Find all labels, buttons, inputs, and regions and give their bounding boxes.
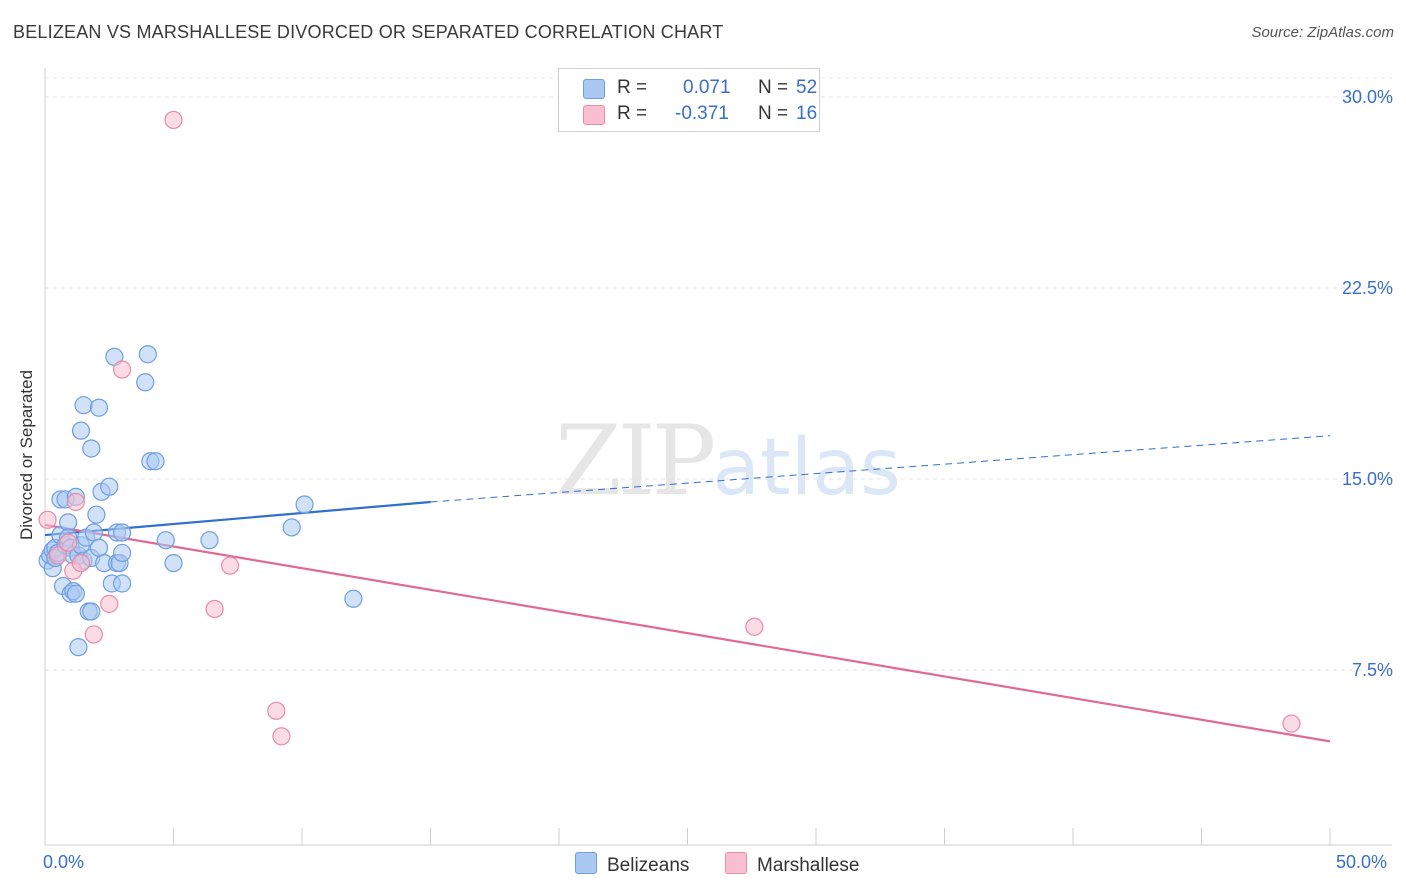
y-axis-title: Divorced or Separated (17, 369, 36, 541)
legend-swatch-marshallese (583, 105, 605, 125)
legend-n-label: N = (758, 103, 789, 124)
point-marshallese (38, 510, 57, 529)
y-tick-label: 22.5% (1341, 278, 1393, 298)
x-tick-label-max: 50.0% (1336, 852, 1388, 872)
y-tick-label: 7.5% (1351, 660, 1393, 680)
legend-n-value: 52 (796, 77, 818, 98)
point-belizeans (112, 523, 132, 542)
point-belizeans (146, 452, 165, 471)
point-marshallese (267, 701, 286, 720)
y-tick-label: 30.0% (1341, 87, 1393, 107)
trend-lines (44, 435, 1331, 743)
point-belizeans (59, 513, 78, 532)
point-marshallese (164, 110, 183, 130)
point-belizeans (84, 523, 103, 542)
legend-r-label: R = (617, 103, 648, 124)
point-marshallese (100, 594, 119, 613)
correlation-legend: R = 0.071 N = 52 R = -0.371 N = 16 (558, 68, 820, 132)
bottom-legend-swatch-marshallese (725, 852, 747, 874)
gridlines (45, 77, 1392, 671)
point-belizeans (66, 584, 85, 603)
watermark: ZIPatlas (555, 405, 901, 517)
point-marshallese (745, 617, 764, 636)
point-marshallese (59, 533, 78, 552)
point-marshallese (272, 727, 291, 746)
point-belizeans (200, 531, 219, 550)
chart-title: BELIZEAN VS MARSHALLESE DIVORCED OR SEPA… (13, 22, 724, 42)
point-belizeans (112, 543, 132, 563)
point-marshallese (71, 554, 91, 573)
y-tick-label: 15.0% (1341, 469, 1393, 489)
point-belizeans (156, 531, 175, 550)
point-belizeans (295, 495, 314, 514)
point-belizeans (89, 398, 109, 417)
legend-r-label: R = (617, 77, 648, 98)
point-belizeans (82, 439, 101, 458)
point-belizeans (136, 373, 155, 392)
point-marshallese (205, 599, 224, 619)
bottom-legend-label: Marshallese (757, 855, 860, 876)
point-marshallese (1282, 714, 1301, 733)
data-points (38, 110, 1301, 746)
legend-n-label: N = (758, 77, 789, 98)
point-marshallese (66, 492, 85, 512)
watermark-atlas: atlas (712, 423, 901, 513)
point-belizeans (74, 396, 93, 415)
point-belizeans (69, 638, 88, 657)
legend-n-value: 16 (796, 103, 818, 124)
bottom-legend-belizeans: Belizeans (575, 852, 689, 877)
point-belizeans (138, 345, 157, 364)
point-belizeans (100, 477, 119, 496)
point-marshallese (48, 546, 67, 565)
point-marshallese (84, 625, 103, 644)
point-belizeans (282, 518, 301, 537)
point-belizeans (82, 602, 101, 621)
point-marshallese (112, 360, 132, 379)
legend-r-value: 0.071 (683, 77, 731, 98)
watermark-zip: ZIP (555, 405, 716, 517)
trend-line-marshallese (44, 523, 1331, 743)
bottom-legend-swatch-belizeans (575, 852, 597, 874)
point-belizeans (112, 574, 132, 593)
bottom-legend-label: Belizeans (607, 855, 690, 876)
legend-r-value: -0.371 (675, 103, 729, 124)
source-label: Source: ZipAtlas.com (1251, 24, 1394, 41)
point-belizeans (344, 589, 363, 608)
x-tick-label-min: 0.0% (43, 852, 85, 872)
axes (44, 68, 1392, 846)
legend-swatch-belizeans (583, 79, 605, 99)
point-belizeans (87, 505, 106, 524)
point-belizeans (164, 554, 183, 573)
point-belizeans (89, 538, 109, 557)
point-belizeans (71, 421, 91, 440)
trend-line-extension-belizeans (430, 435, 1331, 503)
point-marshallese (220, 556, 240, 575)
bottom-legend-marshallese: Marshallese (725, 852, 859, 877)
